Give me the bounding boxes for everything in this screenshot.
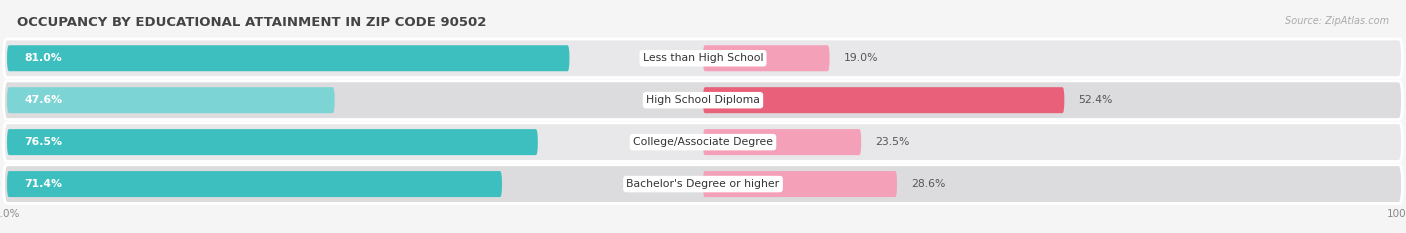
Text: 19.0%: 19.0% xyxy=(844,53,879,63)
Text: 28.6%: 28.6% xyxy=(911,179,945,189)
FancyBboxPatch shape xyxy=(7,171,502,197)
FancyBboxPatch shape xyxy=(7,87,335,113)
FancyBboxPatch shape xyxy=(703,129,860,155)
Text: 81.0%: 81.0% xyxy=(25,53,62,63)
Text: College/Associate Degree: College/Associate Degree xyxy=(633,137,773,147)
Text: 47.6%: 47.6% xyxy=(25,95,63,105)
Text: Source: ZipAtlas.com: Source: ZipAtlas.com xyxy=(1285,16,1389,26)
FancyBboxPatch shape xyxy=(3,39,1403,78)
Text: OCCUPANCY BY EDUCATIONAL ATTAINMENT IN ZIP CODE 90502: OCCUPANCY BY EDUCATIONAL ATTAINMENT IN Z… xyxy=(17,16,486,29)
Text: 76.5%: 76.5% xyxy=(25,137,63,147)
FancyBboxPatch shape xyxy=(3,165,1403,203)
Text: Less than High School: Less than High School xyxy=(643,53,763,63)
Text: Bachelor's Degree or higher: Bachelor's Degree or higher xyxy=(627,179,779,189)
FancyBboxPatch shape xyxy=(3,123,1403,161)
FancyBboxPatch shape xyxy=(7,45,569,71)
FancyBboxPatch shape xyxy=(703,87,1064,113)
FancyBboxPatch shape xyxy=(7,129,538,155)
Text: 71.4%: 71.4% xyxy=(25,179,63,189)
Text: High School Diploma: High School Diploma xyxy=(647,95,759,105)
FancyBboxPatch shape xyxy=(703,45,830,71)
Text: 23.5%: 23.5% xyxy=(875,137,910,147)
FancyBboxPatch shape xyxy=(3,81,1403,120)
Text: 52.4%: 52.4% xyxy=(1078,95,1112,105)
FancyBboxPatch shape xyxy=(703,171,897,197)
